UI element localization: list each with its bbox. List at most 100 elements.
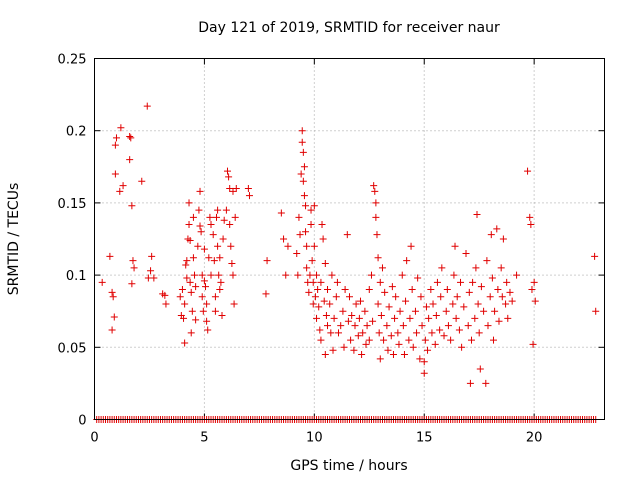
data-point: [202, 283, 210, 291]
data-point: [437, 293, 445, 301]
data-point: [225, 173, 233, 181]
data-point: [183, 274, 191, 282]
data-point: [443, 286, 451, 294]
data-point: [226, 184, 234, 192]
data-point: [406, 314, 414, 322]
data-point: [298, 127, 306, 135]
data-point: [244, 184, 252, 192]
data-point: [178, 286, 186, 294]
data-point: [315, 303, 323, 311]
data-point: [428, 329, 436, 337]
data-point: [112, 134, 120, 142]
data-point: [472, 264, 480, 272]
data-point: [213, 213, 221, 221]
y-ticks: 0 0.05 0.1 0.15 0.2 0.25: [58, 53, 605, 429]
data-point: [186, 278, 194, 286]
data-point: [531, 297, 539, 305]
data-point: [130, 264, 138, 272]
data-point: [314, 286, 322, 294]
data-point: [422, 303, 430, 311]
y-tick-label: 0.2: [66, 125, 87, 140]
data-point: [371, 187, 379, 195]
data-point: [307, 206, 315, 214]
y-tick-label: 0.15: [58, 197, 87, 212]
data-point: [228, 260, 236, 268]
data-point: [499, 235, 507, 243]
y-tick-label: 0.1: [66, 269, 87, 284]
data-point: [204, 326, 212, 334]
data-point: [277, 209, 285, 217]
data-point: [217, 278, 225, 286]
data-point: [313, 314, 321, 322]
data-point: [370, 182, 378, 190]
data-point: [220, 216, 228, 224]
data-point: [203, 300, 211, 308]
data-point: [294, 271, 302, 279]
data-point: [489, 336, 497, 344]
data-point: [380, 336, 388, 344]
data-point: [138, 177, 146, 185]
data-point: [473, 210, 481, 218]
grid: [94, 58, 605, 420]
data-point: [347, 336, 355, 344]
data-point: [491, 307, 499, 315]
data-point: [482, 379, 490, 387]
data-point: [402, 297, 410, 305]
data-point: [329, 346, 337, 354]
data-point: [474, 300, 482, 308]
data-point: [497, 264, 505, 272]
data-point: [343, 231, 351, 239]
data-point: [108, 288, 116, 296]
data-point: [147, 267, 155, 275]
data-point: [373, 231, 381, 239]
data-point: [498, 293, 506, 301]
data-point: [194, 242, 202, 250]
data-point: [480, 307, 488, 315]
x-ticks: 0 5 10 15 20: [90, 58, 542, 446]
data-point: [464, 322, 472, 330]
data-point: [119, 182, 127, 190]
data-point: [215, 271, 223, 279]
data-point: [352, 300, 360, 308]
data-point: [143, 102, 151, 110]
data-point: [326, 300, 334, 308]
data-point: [299, 177, 307, 185]
data-point: [398, 271, 406, 279]
data-point: [330, 314, 338, 322]
data-point: [305, 288, 313, 296]
data-point: [203, 317, 211, 325]
data-point: [359, 329, 367, 337]
data-point: [185, 199, 193, 207]
data-point: [447, 336, 455, 344]
data-point: [302, 228, 310, 236]
data-point: [298, 138, 306, 146]
data-point: [111, 170, 119, 178]
data-point: [414, 274, 422, 282]
data-point: [110, 313, 118, 321]
data-point: [420, 369, 428, 377]
data-point: [214, 242, 222, 250]
data-point: [299, 148, 307, 156]
data-point: [433, 278, 441, 286]
data-point: [528, 286, 536, 294]
data-point: [210, 257, 218, 265]
data-point: [530, 278, 538, 286]
data-point: [192, 316, 200, 324]
data-point: [508, 297, 516, 305]
data-point: [436, 326, 444, 334]
data-point: [324, 286, 332, 294]
data-point: [362, 340, 370, 348]
data-point: [378, 264, 386, 272]
data-point: [198, 271, 206, 279]
data-point: [280, 235, 288, 243]
data-point: [361, 307, 369, 315]
data-point: [458, 343, 466, 351]
data-point: [504, 314, 512, 322]
data-point: [245, 192, 253, 200]
data-point: [223, 167, 231, 175]
data-point: [108, 326, 116, 334]
data-point: [211, 307, 219, 315]
data-point: [297, 170, 305, 178]
data-point: [109, 293, 117, 301]
